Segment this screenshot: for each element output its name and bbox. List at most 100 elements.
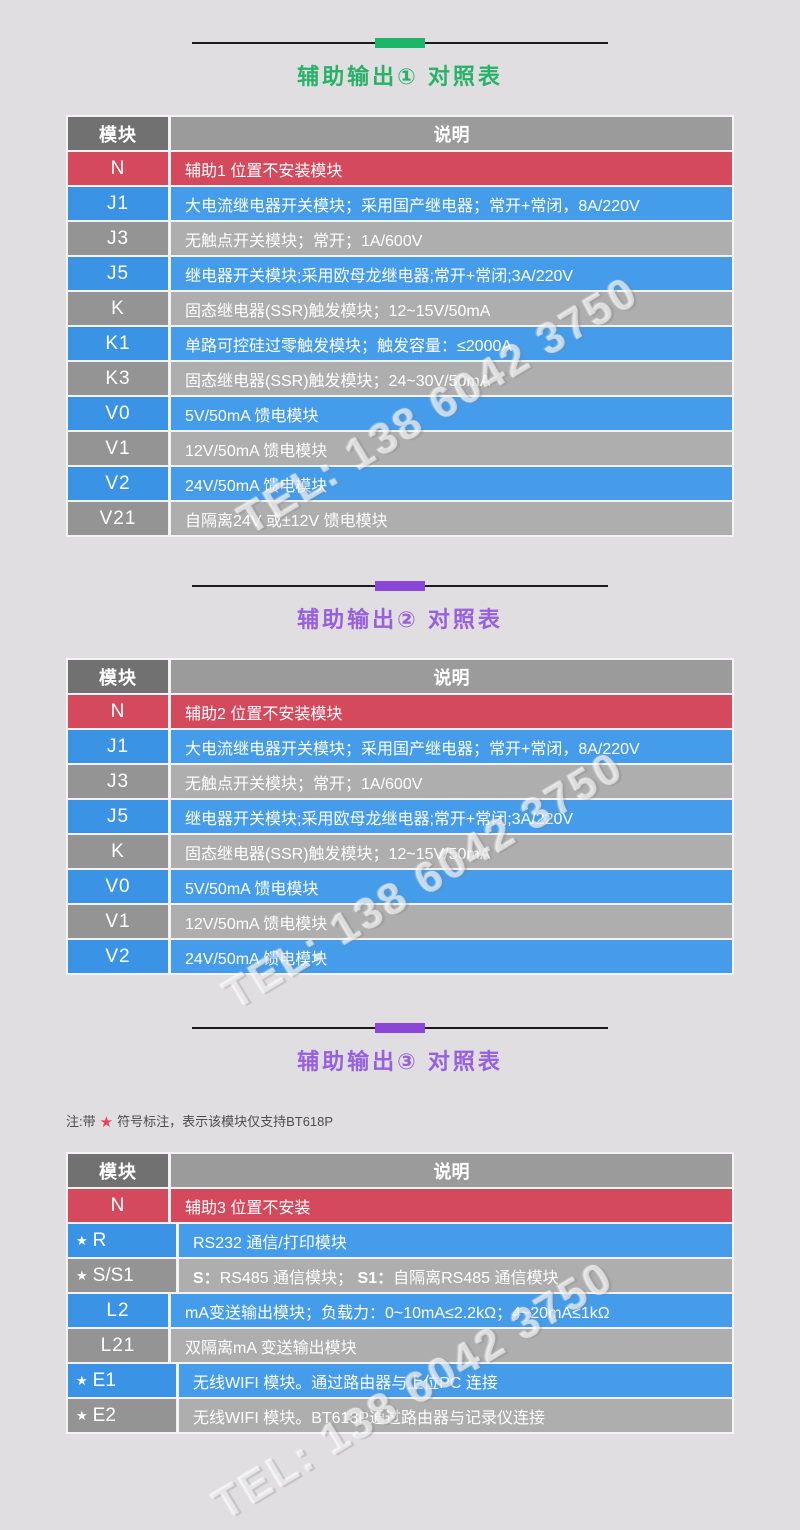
desc-cell: 辅助1 位置不安装模块 [171,152,732,185]
desc-cell: 双隔离mA 变送输出模块 [171,1329,732,1362]
table-row: V2 24V/50mA 馈电模块 [68,467,732,500]
module-label: J1 [106,192,130,214]
desc-cell: 24V/50mA 馈电模块 [171,467,732,500]
table-row: K 固态继电器(SSR)触发模块；12~15V/50mA [68,835,732,868]
section-divider [192,1023,608,1033]
section-aux-output-1: 辅助输出① 对照表 模块 说明 N 辅助1 位置不安装模块 J1 大电流继电器开关模块；采… [0,38,800,537]
table-row: V1 12V/50mA 馈电模块 [68,905,732,938]
desc-cell: 12V/50mA 馈电模块 [171,905,732,938]
table-header-row: 模块 说明 [68,1154,732,1187]
star-icon: ★ [76,1407,88,1423]
desc-cell: 5V/50mA 馈电模块 [171,870,732,903]
desc-text: 辅助3 位置不安装 [185,1199,311,1217]
star-icon: ★ [99,1114,114,1131]
module-cell: ★ E1 [68,1364,179,1397]
aux-output-2-table: 模块 说明 N 辅助2 位置不安装模块 J1 大电流继电器开关模块；采用国产继电器；常开+… [66,658,734,975]
module-label: J5 [106,262,130,284]
desc-text: 无触点开关模块；常开；1A/600V [185,775,423,793]
module-label: V1 [105,910,131,932]
table-row: J3 无触点开关模块；常开；1A/600V [68,765,732,798]
module-cell: N [68,152,171,185]
desc-text: 固态继电器(SSR)触发模块；12~15V/50mA [185,302,491,320]
desc-text: 5V/50mA 馈电模块 [185,880,319,898]
desc-text: 自隔离RS485 通信模块 [393,1269,559,1287]
page: 辅助输出① 对照表 模块 说明 N 辅助1 位置不安装模块 J1 大电流继电器开关模块；采… [0,38,800,1529]
desc-text: S： [193,1269,220,1287]
desc-text: 辅助2 位置不安装模块 [185,705,343,723]
module-label: K [111,840,125,862]
aux-output-1-table: 模块 说明 N 辅助1 位置不安装模块 J1 大电流继电器开关模块；采用国产继电器；常开+… [66,115,734,537]
module-cell: J3 [68,765,171,798]
module-cell: V21 [68,502,171,535]
module-label: V0 [105,402,131,424]
table-row: J1 大电流继电器开关模块；采用国产继电器；常开+常闭，8A/220V [68,187,732,220]
table-row: ★ E1 无线WIFI 模块。通过路由器与上位PC 连接 [68,1364,732,1397]
table-row: V21 自隔离24V 或±12V 馈电模块 [68,502,732,535]
desc-cell: 无线WIFI 模块。BT618P通过路由器与记录仪连接 [179,1399,732,1432]
module-label: E2 [92,1404,116,1426]
module-cell: ★ E2 [68,1399,179,1432]
column-header-desc: 说明 [171,660,732,693]
module-label: K3 [105,367,131,389]
desc-text: S1： [357,1269,394,1287]
table-row: ★ E2 无线WIFI 模块。BT618P通过路由器与记录仪连接 [68,1399,732,1432]
module-cell: K1 [68,327,171,360]
module-label: K1 [105,332,131,354]
module-label: K [111,297,125,319]
desc-text: 24V/50mA 馈电模块 [185,477,328,495]
desc-text: 大电流继电器开关模块；采用国产继电器；常开+常闭，8A/220V [185,740,640,758]
desc-cell: 无线WIFI 模块。通过路由器与上位PC 连接 [179,1364,732,1397]
section-title: 辅助输出① 对照表 [297,64,503,89]
desc-text: 单路可控硅过零触发模块；触发容量：≤2000A [185,337,513,355]
desc-cell: 辅助3 位置不安装 [171,1189,732,1222]
module-label: N [110,1194,126,1216]
module-label: V0 [105,875,131,897]
desc-text: 自隔离24V 或±12V 馈电模块 [185,512,388,530]
table-row: J1 大电流继电器开关模块；采用国产继电器；常开+常闭，8A/220V [68,730,732,763]
table-row: V2 24V/50mA 馈电模块 [68,940,732,973]
table-row: J3 无触点开关模块；常开；1A/600V [68,222,732,255]
desc-cell: 继电器开关模块;采用欧母龙继电器;常开+常闭;3A/220V [171,257,732,290]
desc-text: 双隔离mA 变送输出模块 [185,1339,357,1357]
star-icon: ★ [76,1267,88,1283]
module-label: J1 [106,735,130,757]
module-cell: J1 [68,730,171,763]
table-header-row: 模块 说明 [68,117,732,150]
desc-cell: 固态继电器(SSR)触发模块；24~30V/50mA [171,362,732,395]
desc-cell: 24V/50mA 馈电模块 [171,940,732,973]
desc-cell: mA变送输出模块；负载力：0~10mA≤2.2kΩ；4~20mA≤1kΩ [171,1294,732,1327]
star-icon: ★ [76,1372,88,1388]
desc-cell: 辅助2 位置不安装模块 [171,695,732,728]
module-cell: ★ S/S1 [68,1259,179,1292]
table-row: K 固态继电器(SSR)触发模块；12~15V/50mA [68,292,732,325]
module-label: L21 [100,1334,136,1356]
module-label: N [110,157,126,179]
star-icon: ★ [76,1232,88,1248]
table-row: J5 继电器开关模块;采用欧母龙继电器;常开+常闭;3A/220V [68,800,732,833]
section-title: 辅助输出② 对照表 [297,607,503,632]
module-label: J3 [106,770,130,792]
module-label: S/S1 [92,1264,134,1286]
module-cell: N [68,1189,171,1222]
desc-cell: 固态继电器(SSR)触发模块；12~15V/50mA [171,292,732,325]
module-cell: J1 [68,187,171,220]
desc-text: 无线WIFI 模块。BT618P通过路由器与记录仪连接 [193,1409,546,1427]
desc-text: RS232 通信/打印模块 [193,1234,347,1252]
module-cell: L2 [68,1294,171,1327]
desc-text: 固态继电器(SSR)触发模块；24~30V/50mA [185,372,491,390]
desc-text: 固态继电器(SSR)触发模块；12~15V/50mA [185,845,491,863]
divider-accent-rect [375,581,425,591]
section-aux-output-3: 辅助输出③ 对照表 注:带 ★ 符号标注，表示该模块仅支持BT618P 模块 说明 N 辅… [0,1023,800,1434]
table-row: V1 12V/50mA 馈电模块 [68,432,732,465]
aux-output-3-table: 模块 说明 N 辅助3 位置不安装 ★ R RS232 通信/打印模块 ★ S/S1 S： RS48… [66,1152,734,1434]
column-header-desc: 说明 [171,1154,732,1187]
column-header-module: 模块 [68,117,171,150]
table-row: N 辅助1 位置不安装模块 [68,152,732,185]
desc-text: RS485 通信模块； [219,1269,358,1287]
table-row: J5 继电器开关模块;采用欧母龙继电器;常开+常闭;3A/220V [68,257,732,290]
module-label: V1 [105,437,131,459]
module-cell: J5 [68,800,171,833]
section-aux-output-2: 辅助输出② 对照表 模块 说明 N 辅助2 位置不安装模块 J1 大电流继电器开关模块；采… [0,581,800,975]
module-cell: V2 [68,940,171,973]
desc-cell: 12V/50mA 馈电模块 [171,432,732,465]
